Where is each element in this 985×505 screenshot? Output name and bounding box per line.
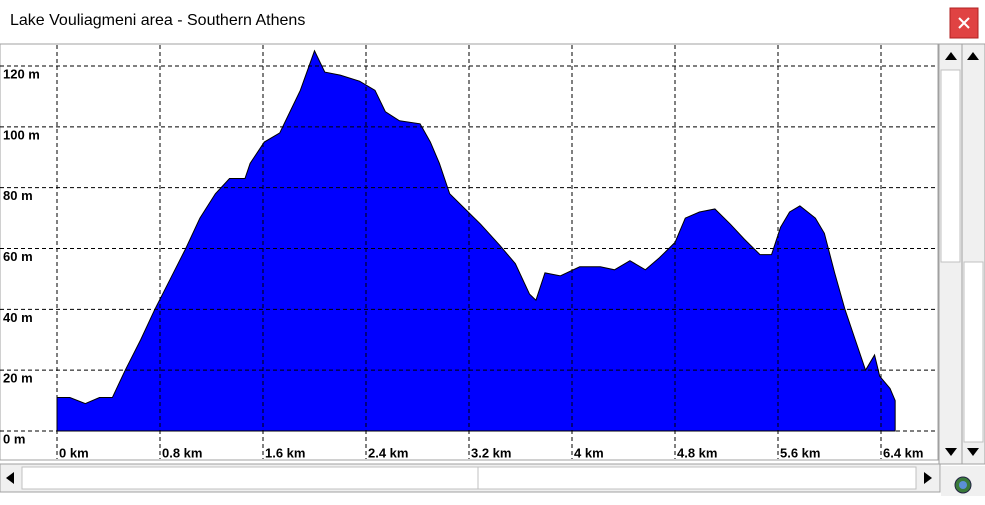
y-tick-label: 60 m xyxy=(3,249,33,264)
x-tick-label: 0.8 km xyxy=(162,445,202,460)
elevation-area xyxy=(56,49,896,432)
x-tick-label: 6.4 km xyxy=(883,445,923,460)
x-tick-label: 3.2 km xyxy=(471,445,511,460)
corner-icon[interactable] xyxy=(941,466,985,496)
x-tick-label: 1.6 km xyxy=(265,445,305,460)
x-tick-label: 5.6 km xyxy=(780,445,820,460)
x-tick-label: 4 km xyxy=(574,445,604,460)
x-tick-label: 0 km xyxy=(59,445,89,460)
x-tick-label: 4.8 km xyxy=(677,445,717,460)
close-button[interactable] xyxy=(949,7,979,39)
y-tick-label: 80 m xyxy=(3,188,33,203)
y-tick-label: 0 m xyxy=(3,431,25,446)
vertical-scrollbar[interactable] xyxy=(938,43,985,465)
plot: 0 m 20 m 40 m 60 m 80 m 100 m 120 m 0 km 0.8 km 1… xyxy=(0,45,938,460)
y-tick-label: 100 m xyxy=(3,127,40,142)
y-tick-label: 120 m xyxy=(3,66,40,81)
horizontal-scrollbar[interactable] xyxy=(0,463,941,493)
y-tick-label: 20 m xyxy=(3,371,33,386)
y-tick-label: 40 m xyxy=(3,310,33,325)
x-tick-label: 2.4 km xyxy=(368,445,408,460)
title-bar xyxy=(0,0,985,44)
window-title: Lake Vouliagmeni area - Southern Athens xyxy=(10,12,305,29)
